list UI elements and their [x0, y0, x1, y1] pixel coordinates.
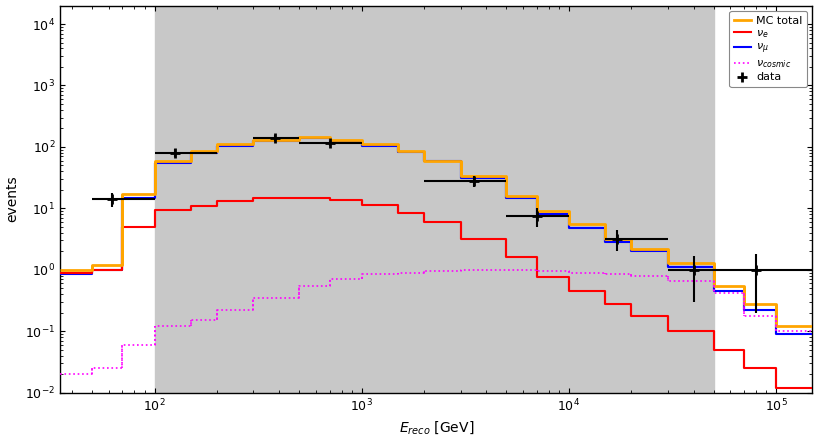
Y-axis label: events: events: [6, 176, 20, 222]
Bar: [155, 6, 713, 392]
X-axis label: $E_{reco}$ [GeV]: $E_{reco}$ [GeV]: [398, 419, 474, 436]
Legend: MC total, $\nu_e$, $\nu_\mu$, $\nu_{cosmic}$, data: MC total, $\nu_e$, $\nu_\mu$, $\nu_{cosm…: [730, 11, 807, 87]
